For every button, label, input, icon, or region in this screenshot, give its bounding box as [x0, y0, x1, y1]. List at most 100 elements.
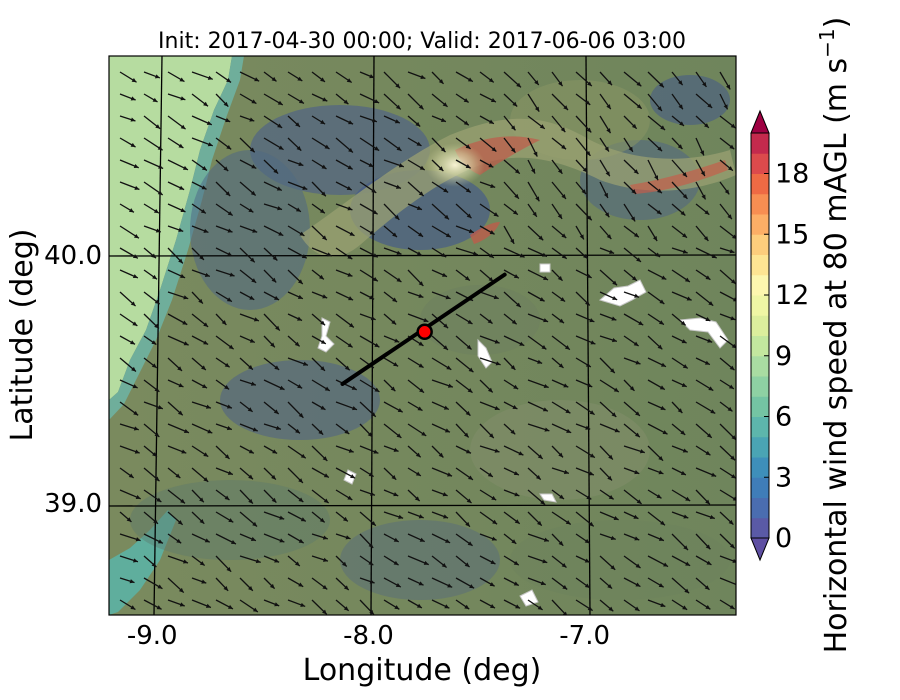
- wind-arrow-head: [707, 103, 713, 108]
- wind-arrow-head: [656, 494, 662, 499]
- wind-arrow-head: [659, 82, 664, 88]
- wind-arrow-head: [468, 475, 473, 480]
- wind-arrow-head: [680, 470, 686, 475]
- wind-arrow-head: [223, 166, 229, 171]
- colorbar-segment: [751, 436, 769, 458]
- wind-arrow-head: [134, 449, 140, 454]
- x-tick-label: -8.0: [343, 621, 394, 651]
- wind-arrow-head: [320, 366, 325, 371]
- wind-arrow-head: [463, 98, 469, 103]
- wind-arrow-head: [493, 295, 499, 300]
- wind-arrow-head: [494, 405, 500, 410]
- wind-arrow-head: [272, 449, 278, 454]
- wind-arrow-head: [273, 168, 279, 174]
- wind-arrow-head: [297, 279, 303, 284]
- wind-arrow-head: [440, 117, 446, 122]
- wind-arrow-head: [441, 562, 447, 568]
- wind-arrow-head: [540, 581, 546, 586]
- wind-arrow-head: [227, 470, 233, 475]
- wind-arrow-head: [604, 212, 610, 218]
- wind-arrow-head: [562, 611, 567, 615]
- wind-arrow-head: [203, 101, 209, 107]
- wind-arrow-head: [584, 538, 590, 544]
- wind-arrow-head: [700, 150, 704, 156]
- wind-arrow-head: [178, 227, 184, 232]
- wind-arrow-head: [318, 429, 324, 435]
- wind-arrow-head: [252, 607, 258, 612]
- wind-arrow-head: [710, 409, 716, 414]
- wind-arrow-head: [175, 473, 181, 478]
- wind-arrow-head: [154, 476, 160, 482]
- wind-arrow-head: [612, 280, 618, 286]
- wind-arrow-head: [635, 563, 641, 568]
- wind-arrow-head: [374, 343, 380, 348]
- wind-arrow-head: [465, 449, 471, 454]
- wind-arrow-head: [467, 77, 473, 82]
- wind-arrow-head: [728, 384, 734, 389]
- wind-arrow-head: [348, 147, 353, 153]
- wind-arrow-head: [444, 214, 449, 220]
- wind-arrow-head: [132, 384, 138, 389]
- wind-arrow-head: [416, 603, 422, 608]
- wind-arrow-head: [223, 101, 229, 107]
- wind-arrow-head: [607, 475, 612, 481]
- colorbar-label: Horizontal wind speed at 80 mAGL (m s−1): [815, 17, 854, 654]
- colorbar-segment: [751, 254, 769, 276]
- wind-arrow-head: [178, 383, 184, 388]
- wind-arrow-head: [178, 587, 184, 593]
- wind-arrow-head: [511, 539, 517, 544]
- wind-arrow-head: [393, 537, 399, 542]
- wind-arrow-head: [603, 192, 608, 198]
- wind-arrow-head: [322, 584, 328, 590]
- wind-arrow-head: [177, 366, 182, 371]
- wind-arrow-head: [731, 234, 736, 239]
- wind-arrow-head: [418, 293, 424, 298]
- wind-arrow-head: [657, 146, 663, 152]
- wind-arrow-head: [463, 432, 469, 438]
- wind-arrow-head: [418, 363, 424, 368]
- wind-arrow-head: [420, 74, 426, 79]
- wind-arrow-head: [543, 275, 549, 280]
- colorbar-segment: [751, 315, 769, 336]
- wind-arrow-head: [297, 384, 303, 389]
- wind-arrow-head: [510, 429, 516, 435]
- wind-arrow-head: [543, 537, 549, 542]
- wind-arrow-head: [557, 213, 563, 219]
- wind-arrow-head: [467, 388, 473, 393]
- wind-arrow-head: [681, 382, 687, 387]
- wind-arrow-head: [683, 545, 689, 551]
- wind-arrow-head: [467, 319, 473, 324]
- wind-arrow-head: [155, 228, 161, 233]
- wind-arrow-head: [226, 566, 232, 572]
- wind-arrow-head: [510, 147, 516, 153]
- wind-arrow-head: [183, 429, 189, 434]
- wind-arrow-head: [561, 144, 567, 150]
- wind-arrow-head: [394, 338, 400, 343]
- x-axis-ticks: -9.0 -8.0 -7.0: [127, 621, 610, 651]
- wind-arrow-head: [704, 360, 710, 365]
- wind-arrow-head: [154, 299, 160, 305]
- wind-arrow-head: [294, 341, 300, 347]
- wind-arrow-head: [639, 449, 645, 454]
- wind-arrow-head: [705, 317, 711, 321]
- wind-arrow-head: [298, 478, 303, 483]
- wind-arrow-head: [731, 474, 736, 479]
- wind-arrow-head: [249, 295, 255, 300]
- wind-arrow-head: [535, 196, 540, 202]
- wind-arrow-head: [344, 429, 350, 435]
- wind-arrow-head: [277, 100, 283, 105]
- wind-arrow-head: [323, 557, 328, 562]
- wind-arrow-head: [466, 498, 472, 504]
- wind-arrow-head: [703, 236, 709, 241]
- colorbar-segment: [751, 295, 769, 316]
- wind-arrow-head: [326, 252, 332, 257]
- wind-arrow-head: [686, 296, 692, 301]
- wind-arrow-head: [610, 368, 615, 374]
- wind-arrow-head: [559, 494, 565, 500]
- wind-arrow-head: [582, 253, 588, 259]
- wind-arrow-head: [704, 123, 709, 128]
- wind-arrow-head: [396, 277, 402, 282]
- wind-arrow-head: [440, 147, 446, 153]
- wind-arrow-head: [393, 362, 399, 367]
- wind-arrow-head: [371, 188, 377, 193]
